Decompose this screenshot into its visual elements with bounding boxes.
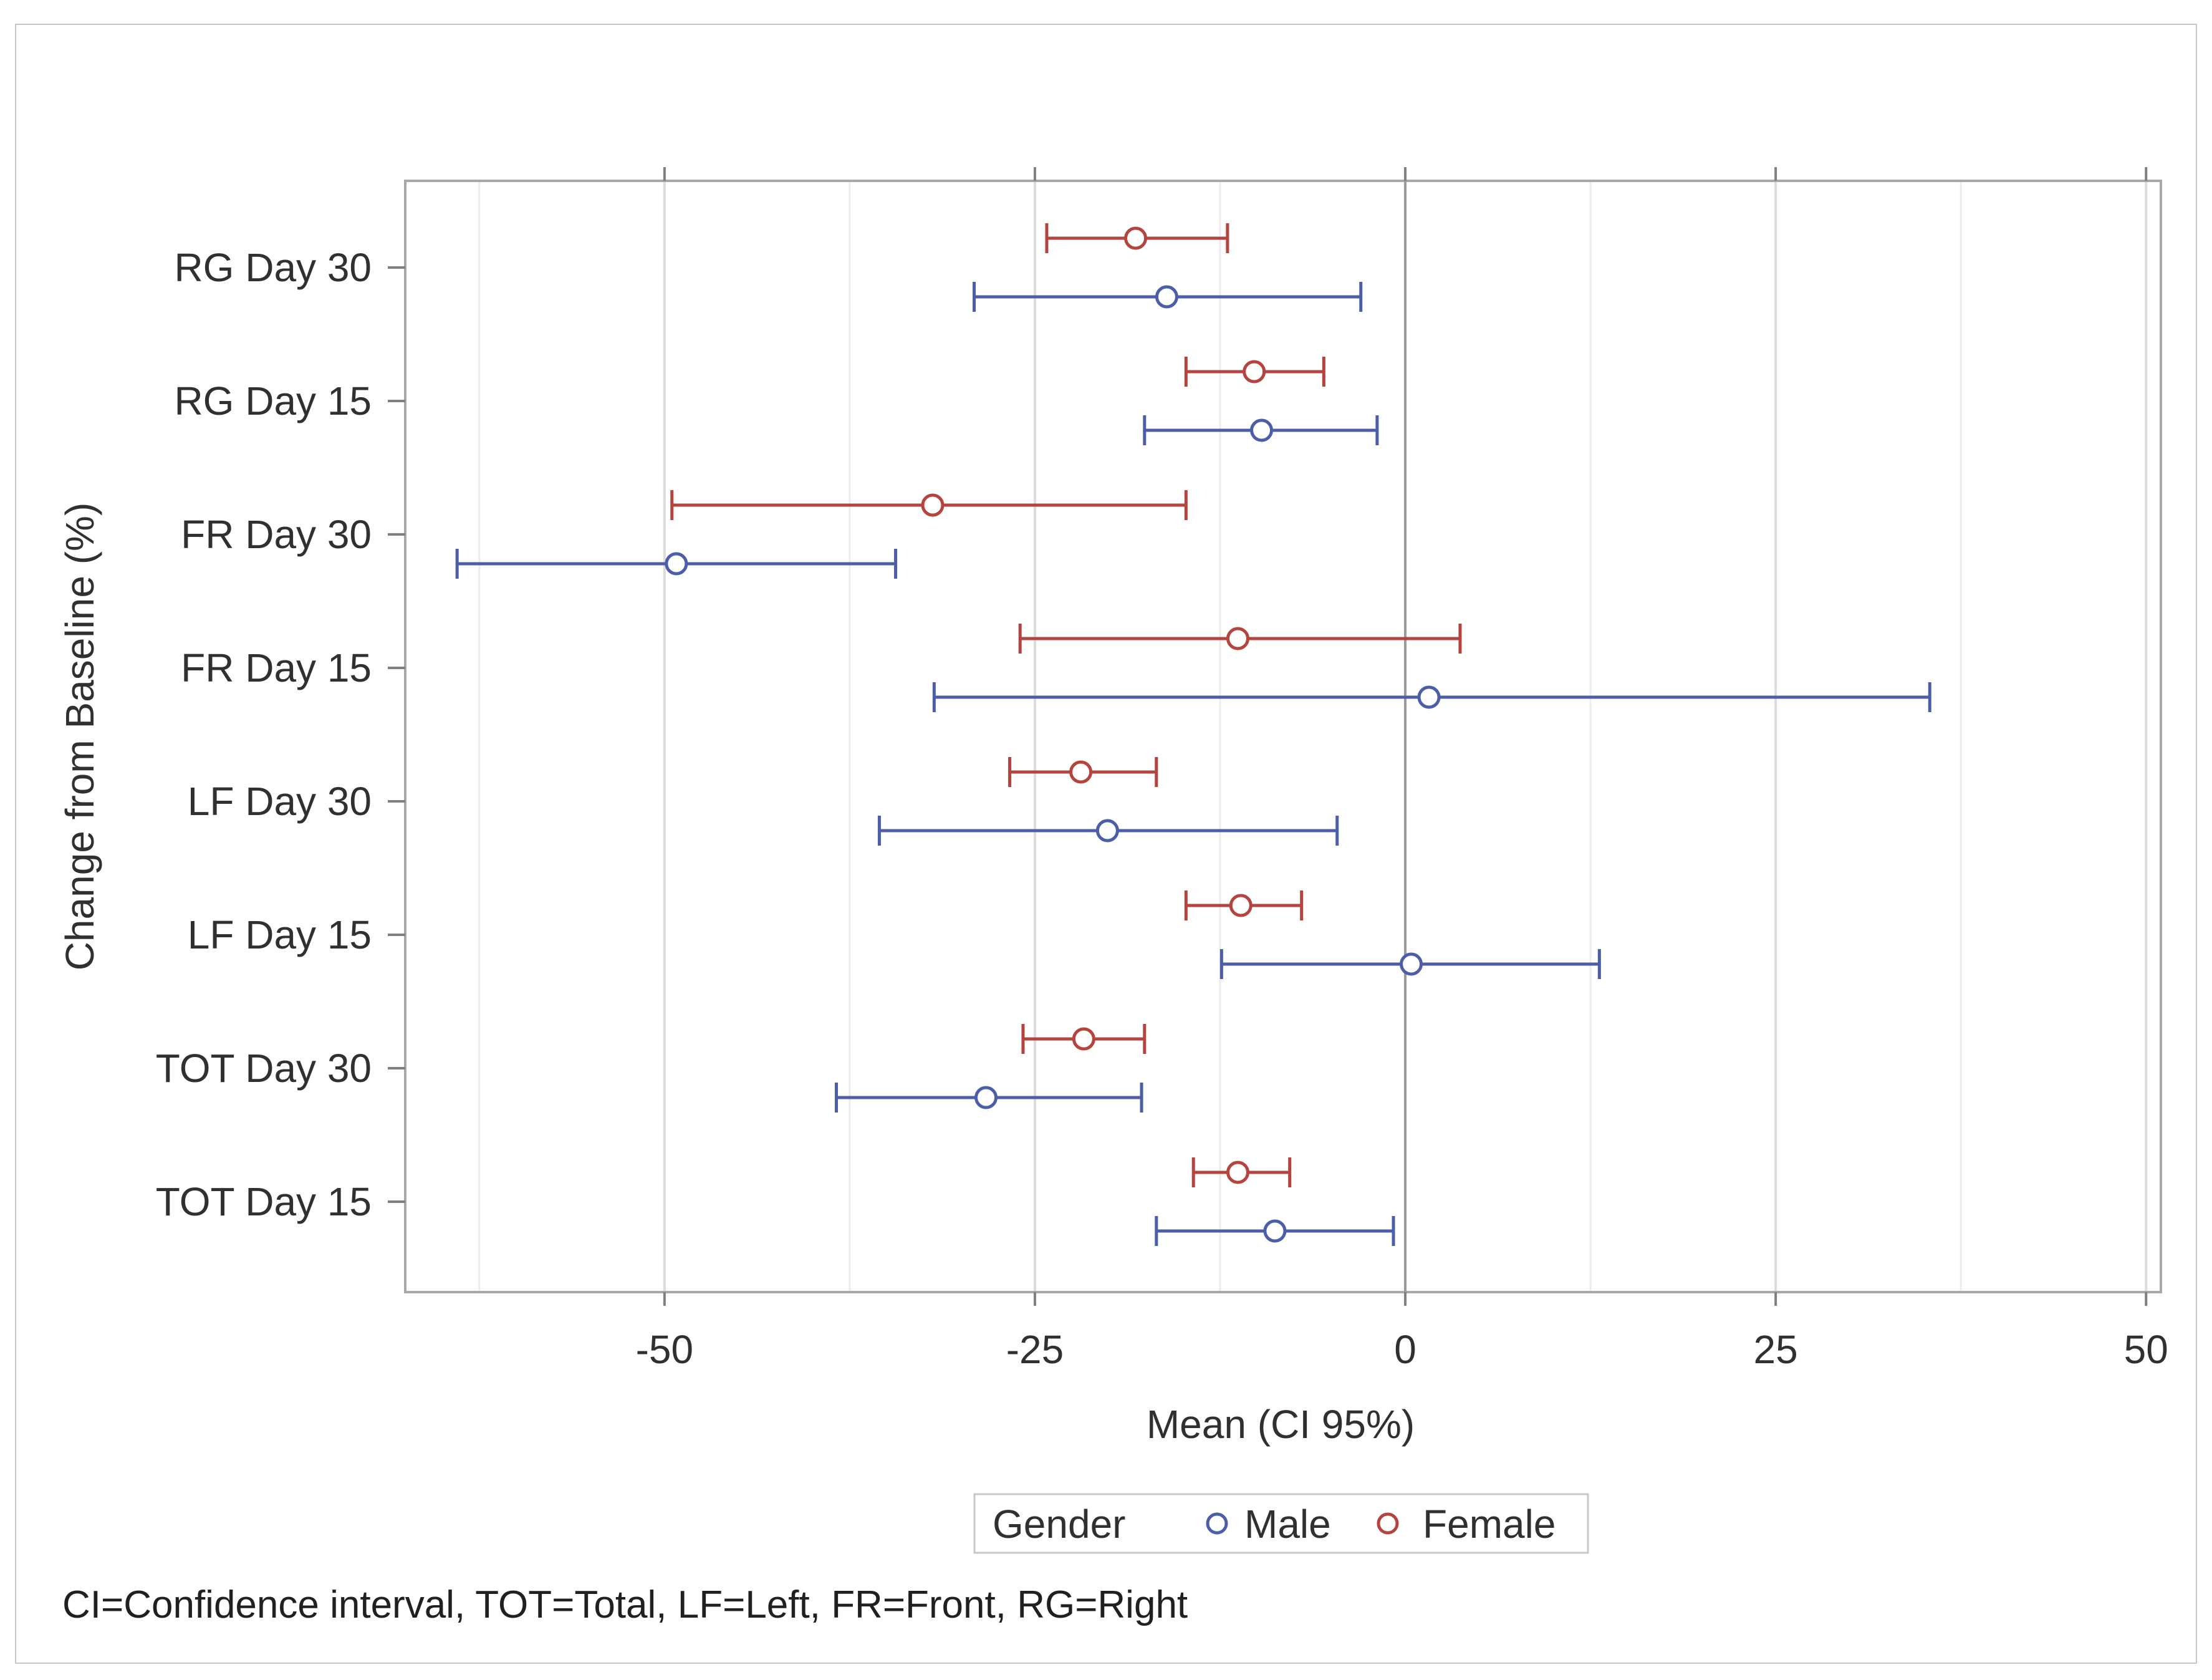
male-interval xyxy=(455,549,898,579)
x-tick-label: 50 xyxy=(2124,1327,2168,1372)
y-tick-label: LF Day 30 xyxy=(188,779,372,824)
female-interval xyxy=(1018,624,1462,654)
male-mean-marker xyxy=(1263,1219,1287,1243)
gridlines xyxy=(478,181,2148,1292)
male-interval xyxy=(1219,949,1601,979)
legend-male-marker xyxy=(1206,1512,1228,1535)
female-interval xyxy=(670,490,1188,520)
male-interval xyxy=(932,682,1931,712)
male-mean-marker xyxy=(1250,418,1274,442)
data-marks xyxy=(455,223,1931,1246)
y-tick-label: FR Day 15 xyxy=(181,645,372,690)
male-mean-marker xyxy=(1095,819,1119,842)
y-tick-label: LF Day 15 xyxy=(188,912,372,957)
male-interval xyxy=(1155,1216,1395,1246)
x-axis-title: Mean (CI 95%) xyxy=(1147,1402,1415,1447)
female-interval xyxy=(1191,1157,1292,1187)
y-tick-label: RG Day 30 xyxy=(174,245,372,290)
female-mean-marker xyxy=(1124,226,1148,250)
male-interval xyxy=(1143,415,1379,445)
y-tick-label: RG Day 15 xyxy=(174,379,372,423)
female-interval xyxy=(1021,1024,1147,1054)
x-tick-label: -25 xyxy=(1006,1327,1064,1372)
male-interval xyxy=(877,816,1339,846)
female-mean-marker xyxy=(1243,360,1266,384)
legend-female-marker xyxy=(1377,1512,1399,1535)
female-mean-marker xyxy=(1069,760,1093,784)
y-tick-label: TOT Day 30 xyxy=(156,1046,372,1091)
legend-female-label: Female xyxy=(1423,1502,1556,1547)
plot-area xyxy=(404,180,2162,1293)
male-mean-marker xyxy=(665,552,688,576)
axes: -50 -25 0 25 50 RG Day 30 RG Day 15 FR Day 30 FR… xyxy=(156,167,2168,1372)
male-mean-marker xyxy=(1400,952,1423,976)
female-mean-marker xyxy=(1229,894,1253,917)
female-interval xyxy=(1045,223,1229,253)
legend-title: Gender xyxy=(993,1502,1125,1547)
female-interval xyxy=(1008,757,1158,787)
legend-male-label: Male xyxy=(1244,1502,1331,1547)
y-axis-title: Change from Baseline (%) xyxy=(57,503,102,971)
male-interval xyxy=(973,282,1363,312)
y-tick-label: FR Day 30 xyxy=(181,512,372,557)
x-tick-label: 25 xyxy=(1754,1327,1798,1372)
female-mean-marker xyxy=(921,493,945,517)
x-tick-label: 0 xyxy=(1394,1327,1416,1372)
x-tick-label: -50 xyxy=(636,1327,694,1372)
male-mean-marker xyxy=(974,1086,998,1109)
female-mean-marker xyxy=(1226,1161,1250,1184)
y-tick-label: TOT Day 15 xyxy=(156,1179,372,1224)
male-mean-marker xyxy=(1155,285,1178,309)
legend: Gender Male Female xyxy=(973,1493,1589,1554)
footnote: CI=Confidence interval, TOT=Total, LF=Le… xyxy=(62,1583,1188,1626)
female-interval xyxy=(1184,357,1325,387)
male-mean-marker xyxy=(1417,685,1441,709)
female-mean-marker xyxy=(1226,627,1250,650)
female-interval xyxy=(1184,891,1304,920)
female-mean-marker xyxy=(1072,1027,1095,1051)
male-interval xyxy=(835,1083,1143,1113)
legend-box xyxy=(973,1493,1589,1554)
